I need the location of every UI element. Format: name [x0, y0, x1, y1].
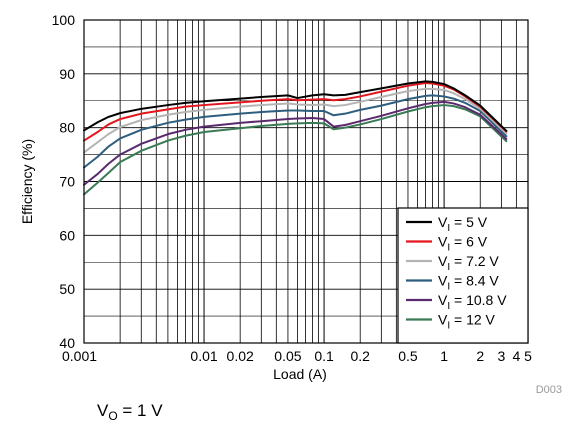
legend-label-main: V: [438, 292, 448, 308]
legend-label: VI = 10.8 V: [438, 292, 507, 312]
x-tick-label: 3: [497, 348, 505, 364]
x-axis-title: Load (A): [273, 366, 327, 382]
x-tick-label: 1: [440, 348, 448, 364]
series-layer: [83, 80, 508, 196]
legend-label-main: V: [438, 234, 448, 250]
y-tick-label: 70: [59, 174, 75, 190]
plot-frame: [83, 19, 529, 344]
legend: VI = 5 VVI = 6 VVI = 7.2 VVI = 8.4 VVI =…: [397, 207, 529, 344]
vo-rest: = 1 V: [118, 401, 164, 420]
x-tick-labels: 0.001 0.01 0.02 0.05 0.1 0.2 0.5 1 2 3 4 5: [62, 348, 532, 364]
legend-label-sub: I: [447, 321, 450, 332]
y-axis-title: Efficiency (%): [19, 139, 35, 224]
y-tick-label: 60: [59, 227, 75, 243]
series-line: [83, 80, 508, 132]
series-line: [83, 100, 508, 186]
legend-label-rest: = 7.2 V: [450, 253, 499, 269]
x-tick-label: 0.2: [350, 348, 370, 364]
legend-label-rest: = 12 V: [450, 312, 495, 328]
series-line: [83, 94, 508, 169]
legend-label-sub: I: [447, 223, 450, 234]
legend-label-rest: = 8.4 V: [450, 273, 499, 289]
y-tick-labels: 40 50 60 70 80 90 100: [52, 12, 76, 351]
x-tick-label: 0.001: [62, 348, 97, 364]
legend-label-sub: I: [447, 262, 450, 273]
y-tick-label: 40: [59, 335, 75, 351]
figure-id: D003: [536, 384, 562, 396]
legend-label-rest: = 5 V: [450, 214, 488, 230]
x-tick-label: 0.1: [314, 348, 334, 364]
legend-label: VI = 8.4 V: [438, 273, 499, 293]
x-tick-label: 5: [524, 348, 532, 364]
y-tick-label: 100: [52, 12, 76, 28]
y-tick-label: 50: [59, 281, 75, 297]
x-tick-label: 0.5: [398, 348, 418, 364]
y-tick-label: 80: [59, 120, 75, 136]
legend-label: VI = 7.2 V: [438, 253, 499, 273]
output-voltage-label: VO = 1 V: [97, 401, 163, 423]
series-line: [83, 81, 508, 142]
legend-label-main: V: [438, 214, 448, 230]
legend-label-sub: I: [447, 243, 450, 254]
y-tick-label: 90: [59, 66, 75, 82]
legend-label-rest: = 6 V: [450, 234, 488, 250]
vo-main: V: [97, 401, 109, 420]
x-tick-label: 4: [512, 348, 520, 364]
x-tick-label: 0.01: [190, 348, 217, 364]
legend-label: VI = 6 V: [438, 234, 488, 254]
legend-label-main: V: [438, 273, 448, 289]
legend-label-rest: = 10.8 V: [450, 292, 507, 308]
vo-sub: O: [108, 409, 117, 423]
x-tick-label: 0.05: [274, 348, 301, 364]
x-tick-label: 0.02: [227, 348, 254, 364]
legend-label-main: V: [438, 312, 448, 328]
x-tick-label: 2: [476, 348, 484, 364]
legend-label-main: V: [438, 253, 448, 269]
legend-label: VI = 5 V: [438, 214, 488, 234]
legend-items: VI = 5 VVI = 6 VVI = 7.2 VVI = 8.4 VVI =…: [406, 214, 507, 332]
legend-label-sub: I: [447, 282, 450, 293]
legend-label: VI = 12 V: [438, 312, 496, 332]
legend-label-sub: I: [447, 301, 450, 312]
series-line: [83, 104, 508, 196]
series-line: [83, 87, 508, 154]
